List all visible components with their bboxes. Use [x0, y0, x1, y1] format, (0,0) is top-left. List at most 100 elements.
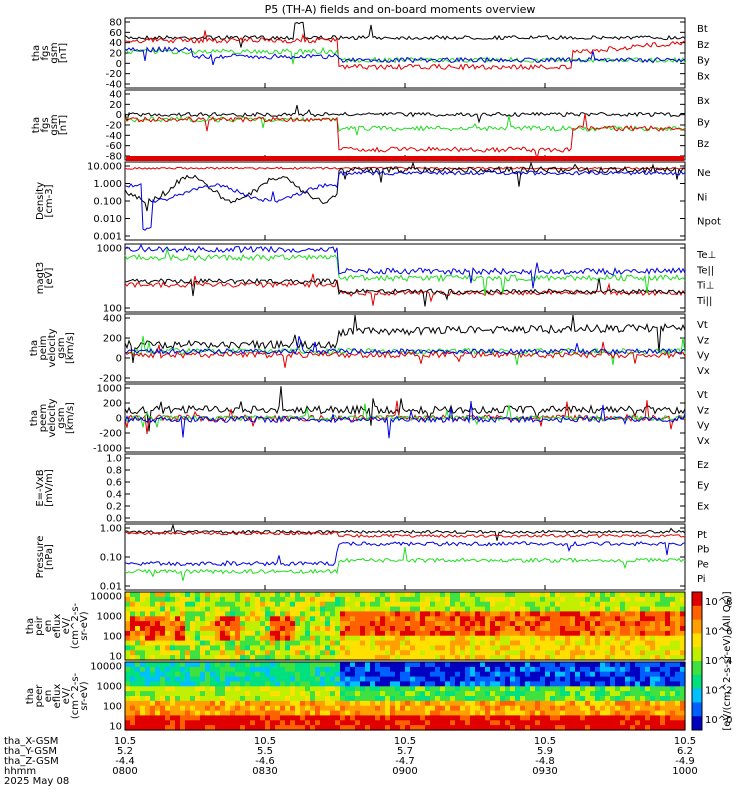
spectro-cell	[290, 705, 296, 712]
spectro-cell	[370, 601, 376, 608]
spectro-cell	[530, 630, 536, 637]
spectro-cell	[595, 592, 601, 598]
spectro-cell	[615, 606, 621, 613]
spectro-cell	[175, 650, 181, 656]
spectro-cell	[365, 650, 371, 656]
spectro-cell	[360, 650, 366, 656]
spectro-cell	[240, 650, 246, 656]
spectro-cell	[280, 662, 286, 668]
spectro-cell	[350, 720, 356, 726]
spectro-cell	[610, 650, 616, 656]
spectro-cell	[200, 640, 206, 647]
spectro-cell	[190, 662, 196, 668]
spectro-cell	[520, 596, 526, 603]
spectro-cell	[370, 671, 376, 678]
spectro-cell	[175, 676, 181, 683]
spectro-cell	[470, 691, 476, 697]
spectro-cell	[335, 691, 341, 697]
spectro-cell	[515, 621, 521, 627]
spectro-cell	[600, 671, 606, 678]
spectro-cell	[495, 700, 501, 707]
spectro-cell	[615, 626, 621, 632]
spectro-cell	[165, 715, 171, 721]
spectro-cell	[215, 621, 221, 627]
spectro-cell	[485, 696, 491, 702]
spectro-cell	[235, 626, 241, 632]
panel-6-ylabel-1: tha	[29, 410, 40, 426]
spectro-cell	[380, 700, 386, 707]
spectro-cell	[535, 621, 541, 627]
spectro-cell	[575, 710, 581, 717]
spectro-cell	[450, 715, 456, 721]
spectro-cell	[225, 611, 231, 617]
spectro-cell	[365, 681, 371, 687]
spectro-cell	[245, 725, 251, 731]
spectro-cell	[445, 655, 451, 661]
spectro-cell	[555, 621, 561, 627]
spectro-cell	[130, 700, 136, 707]
spectro-cell	[190, 611, 196, 617]
spectro-cell	[125, 611, 131, 617]
spectro-cell	[460, 616, 466, 622]
spectro-cell	[540, 681, 546, 687]
spectro-cell	[160, 691, 166, 697]
spectro-cell	[350, 681, 356, 687]
spectro-cell	[140, 681, 146, 687]
spectro-cell	[615, 700, 621, 707]
spectro-cell	[600, 645, 606, 651]
spectro-cell	[505, 705, 511, 712]
spectro-cell	[630, 725, 636, 731]
spectro-cell	[125, 626, 131, 632]
spectro-cell	[620, 606, 626, 613]
spectro-cell	[305, 611, 311, 617]
spectro-cell	[390, 645, 396, 651]
spectro-cell	[230, 715, 236, 721]
panel-1-ylabel-3: gsm	[49, 42, 60, 63]
spectro-cell	[225, 630, 231, 637]
spectro-cell	[425, 640, 431, 647]
spectro-cell	[260, 686, 266, 692]
spectro-cell	[635, 630, 641, 637]
spectro-cell	[480, 666, 486, 673]
spectro-cell	[615, 630, 621, 637]
panel-7-ylabel-1: E=-VxB	[35, 469, 46, 506]
spectro-cell	[285, 601, 291, 608]
spectro-cell	[130, 616, 136, 622]
spectro-cell	[345, 592, 351, 598]
spectro-cell	[670, 720, 676, 726]
spectro-cell	[355, 611, 361, 617]
spectro-cell	[170, 705, 176, 712]
spectro-cell	[475, 676, 481, 683]
spectro-cell	[150, 662, 156, 668]
spectro-cell	[295, 621, 301, 627]
spectro-cell	[590, 640, 596, 647]
spectro-cell	[210, 640, 216, 647]
spectro-cell	[135, 611, 141, 617]
spectro-cell	[530, 650, 536, 656]
spectro-cell	[470, 611, 476, 617]
spectro-cell	[470, 640, 476, 647]
spectro-cell	[305, 662, 311, 668]
spectro-cell	[640, 650, 646, 656]
spectro-cell	[385, 635, 391, 642]
spectro-cell	[570, 691, 576, 697]
spectro-cell	[450, 720, 456, 726]
spectro-cell	[310, 630, 316, 637]
spectro-cell	[265, 655, 271, 661]
spectro-cell	[580, 601, 586, 608]
spectro-cell	[435, 645, 441, 651]
colorbar-segment	[692, 688, 702, 703]
spectro-cell	[560, 592, 566, 598]
spectro-cell	[395, 720, 401, 726]
spectro-cell	[570, 676, 576, 683]
spectro-cell	[625, 662, 631, 668]
spectro-cell	[290, 596, 296, 603]
spectro-cell	[360, 592, 366, 598]
spectro-cell	[535, 635, 541, 642]
spectro-cell	[395, 710, 401, 717]
spectro-cell	[625, 626, 631, 632]
spectro-cell	[275, 645, 281, 651]
spectro-cell	[130, 710, 136, 717]
spectro-cell	[540, 676, 546, 683]
spectro-cell	[225, 601, 231, 608]
